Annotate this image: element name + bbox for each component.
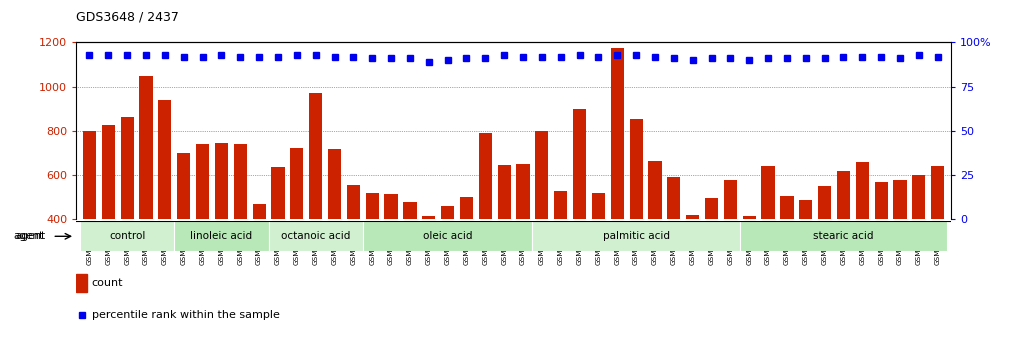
- Text: percentile rank within the sample: percentile rank within the sample: [92, 310, 280, 320]
- Bar: [818, 186, 831, 219]
- Text: octanoic acid: octanoic acid: [281, 231, 350, 241]
- Bar: [366, 193, 378, 219]
- Bar: [875, 182, 888, 219]
- Bar: [497, 165, 511, 219]
- Bar: [272, 167, 285, 219]
- Bar: [215, 143, 228, 219]
- Text: palmitic acid: palmitic acid: [603, 231, 669, 241]
- Bar: [855, 162, 869, 219]
- Bar: [196, 144, 210, 219]
- Bar: [177, 153, 190, 219]
- Bar: [893, 180, 906, 219]
- Bar: [630, 119, 643, 219]
- Bar: [517, 164, 530, 219]
- Bar: [76, 274, 87, 292]
- Bar: [347, 185, 360, 219]
- Bar: [384, 194, 398, 219]
- Text: count: count: [92, 278, 123, 289]
- Text: control: control: [109, 231, 145, 241]
- Text: GDS3648 / 2437: GDS3648 / 2437: [76, 11, 179, 24]
- Bar: [649, 161, 661, 219]
- Bar: [441, 206, 455, 219]
- Bar: [102, 125, 115, 219]
- Bar: [932, 166, 945, 219]
- Bar: [159, 100, 172, 219]
- Bar: [705, 199, 718, 219]
- Bar: [533, 221, 739, 251]
- Bar: [121, 116, 134, 219]
- Bar: [554, 191, 567, 219]
- Bar: [742, 216, 756, 219]
- Bar: [327, 149, 341, 219]
- Text: agent: agent: [15, 231, 46, 241]
- Bar: [460, 198, 473, 219]
- Bar: [799, 200, 813, 219]
- Bar: [80, 221, 174, 251]
- Bar: [174, 221, 268, 251]
- Bar: [780, 196, 793, 219]
- Bar: [667, 177, 680, 219]
- Bar: [290, 148, 303, 219]
- Bar: [404, 202, 417, 219]
- Bar: [912, 175, 925, 219]
- Bar: [268, 221, 363, 251]
- Bar: [837, 171, 850, 219]
- Bar: [422, 216, 435, 219]
- Bar: [252, 204, 265, 219]
- Text: agent: agent: [13, 231, 44, 241]
- Bar: [363, 221, 533, 251]
- Bar: [82, 131, 96, 219]
- Bar: [724, 180, 737, 219]
- Bar: [535, 131, 548, 219]
- Bar: [592, 193, 605, 219]
- Text: linoleic acid: linoleic acid: [190, 231, 252, 241]
- Bar: [479, 133, 492, 219]
- Bar: [573, 109, 586, 219]
- Bar: [234, 144, 247, 219]
- Bar: [686, 215, 700, 219]
- Bar: [739, 221, 947, 251]
- Text: stearic acid: stearic acid: [814, 231, 874, 241]
- Bar: [139, 76, 153, 219]
- Text: oleic acid: oleic acid: [423, 231, 472, 241]
- Bar: [309, 93, 322, 219]
- Bar: [762, 166, 775, 219]
- Bar: [610, 48, 623, 219]
